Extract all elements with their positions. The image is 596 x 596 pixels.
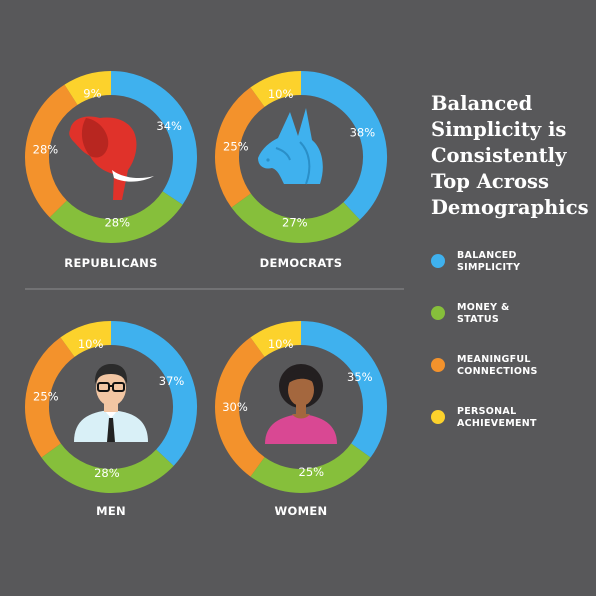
value-label-meaningful-connections: 30% [222,400,248,414]
donut-women: 35% 25% 30% 10% WOMEN [215,321,387,518]
group-label: MEN [96,504,126,518]
value-label-balanced-simplicity: 37% [159,374,185,388]
segment-balanced-simplicity [300,71,387,220]
legend-swatch [431,306,445,320]
legend-label: BALANCED [457,250,517,261]
segment-meaningful-connections [215,87,265,208]
value-label-money-status: 28% [94,466,120,480]
segment-personal-achievement [250,71,302,108]
segment-meaningful-connections [25,84,78,218]
value-label-balanced-simplicity: 35% [347,370,373,384]
legend-label: MONEY & [457,302,510,313]
woman-icon [265,364,337,444]
value-label-personal-achievement: 10% [268,87,294,101]
value-label-personal-achievement: 10% [268,337,294,351]
title-line: Simplicity is [431,118,566,141]
elephant-icon [69,116,154,200]
group-label: REPUBLICANS [64,256,157,270]
title-line: Consistently [431,144,567,167]
legend-label: MEANINGFUL [457,354,531,365]
segment-money-status [49,190,183,243]
segment-personal-achievement [250,321,302,358]
value-label-meaningful-connections: 25% [33,390,59,404]
segment-meaningful-connections [25,337,75,458]
value-label-balanced-simplicity: 34% [156,119,182,133]
donut-republicans: 34% 28% 28% 9% REPUBLICANS [25,71,197,270]
value-label-money-status: 28% [104,216,130,230]
value-label-personal-achievement: 10% [78,337,104,351]
donut-charts: 34% 28% 28% 9% REPUBLICANS 38% 27% 25% 10% DEMOCR… [25,71,387,518]
infographic-title: Balanced Simplicity is Consistently Top Acr… [431,92,589,219]
legend-label: ACHIEVEMENT [457,418,537,429]
segment-money-status [231,193,360,243]
legend-item: MONEY &STATUS [431,302,510,325]
group-label: WOMEN [275,504,328,518]
segment-personal-achievement [60,321,112,358]
segment-balanced-simplicity [300,321,387,458]
value-label-money-status: 27% [282,216,308,230]
donut-men: 37% 28% 25% 10% MEN [25,321,197,518]
value-label-meaningful-connections: 25% [223,140,249,154]
segment-balanced-simplicity [110,321,197,466]
value-label-balanced-simplicity: 38% [350,126,376,140]
segment-balanced-simplicity [110,71,197,205]
legend-swatch [431,254,445,268]
legend-swatch [431,358,445,372]
segment-money-status [250,443,371,493]
group-label: DEMOCRATS [260,256,343,270]
legend-swatch [431,410,445,424]
donkey-icon [258,108,323,185]
man-icon [74,364,148,442]
title-line: Top Across [431,170,549,193]
segment-personal-achievement [64,71,112,106]
title-line: Demographics [431,196,589,219]
value-label-money-status: 25% [299,465,325,479]
value-label-meaningful-connections: 28% [33,143,59,157]
legend-label: SIMPLICITY [457,262,520,273]
segment-money-status [41,443,174,493]
legend-label: STATUS [457,314,499,325]
legend-label: PERSONAL [457,406,516,417]
value-label-personal-achievement: 9% [83,87,101,101]
title-line: Balanced [431,92,533,115]
legend-label: CONNECTIONS [457,366,538,377]
segment-meaningful-connections [215,337,265,477]
donut-democrats: 38% 27% 25% 10% DEMOCRATS [215,71,387,270]
